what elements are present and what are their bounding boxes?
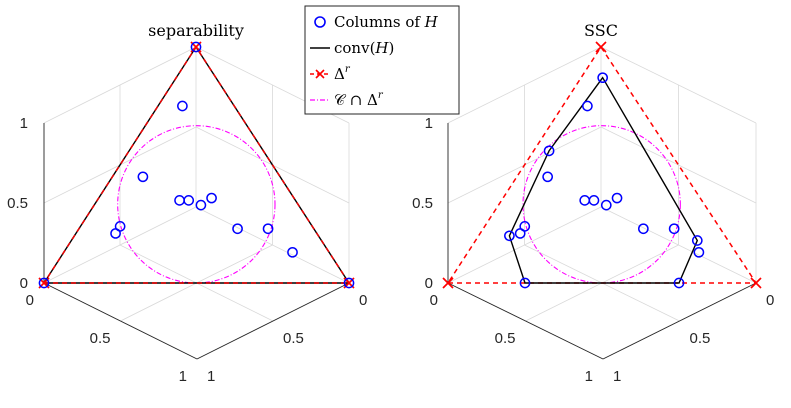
data-point — [582, 100, 593, 112]
legend-circle-glyph — [314, 16, 326, 28]
x-tick-label: 1 — [179, 368, 187, 385]
data-point — [287, 246, 298, 258]
y-tick-label: 0 — [359, 292, 367, 309]
y-tick-label: 0 — [766, 292, 774, 309]
y-axis-line — [602, 282, 757, 360]
x-axis-line — [43, 282, 198, 360]
data-point — [597, 72, 609, 84]
simplex-vertex-marker — [750, 277, 762, 289]
data-point — [195, 199, 207, 211]
z-tick-label: 0 — [20, 275, 28, 292]
data-point — [206, 192, 217, 204]
z-tick-label: 0.5 — [412, 195, 433, 212]
data-point — [579, 195, 591, 206]
x-tick-label: 1 — [585, 368, 593, 385]
legend-box — [304, 5, 460, 115]
data-point — [543, 145, 555, 157]
grid-line — [43, 206, 197, 284]
grid-line — [447, 206, 602, 284]
data-point — [504, 230, 515, 242]
data-point — [343, 277, 355, 289]
legend-label-conv: conv(H) — [334, 39, 394, 57]
data-point — [183, 195, 195, 206]
legend-label-simplex: Δr — [334, 64, 351, 83]
data-point — [691, 235, 703, 246]
panel-title: separability — [148, 21, 244, 40]
y-tick-label: 0.5 — [283, 330, 304, 347]
data-point — [262, 223, 274, 235]
y-axis-line — [196, 282, 350, 360]
x-tick-label: 0.5 — [495, 330, 516, 347]
convex-hull — [42, 45, 351, 284]
data-point — [190, 41, 202, 53]
data-point — [519, 221, 531, 232]
panel-title: SSC — [584, 21, 618, 40]
z-tick-label: 0 — [425, 275, 433, 292]
simplex-triangle — [42, 45, 351, 284]
legend-x-glyph — [315, 69, 325, 79]
simplex-vertex-marker — [442, 277, 454, 289]
data-point — [588, 195, 600, 206]
legend-entry-cone: 𝒞 ∩ Δr — [310, 90, 384, 109]
data-point — [611, 192, 623, 204]
data-point — [693, 246, 705, 258]
x-tick-label: 0.5 — [90, 330, 111, 347]
z-tick-label: 1 — [425, 115, 433, 132]
x-tick-label: 0 — [430, 292, 438, 309]
data-point — [38, 277, 50, 289]
legend-entry-columns: Columns of H — [314, 13, 439, 31]
legend-entry-simplex: Δr — [310, 64, 351, 83]
data-point — [668, 223, 680, 235]
data-point — [137, 171, 149, 183]
x-tick-label: 0 — [26, 292, 34, 309]
data-point — [600, 199, 612, 211]
z-tick-label: 0.5 — [7, 195, 28, 212]
y-tick-label: 1 — [207, 368, 215, 385]
simplex-triangle-overlay — [42, 45, 351, 284]
legend-entry-conv: conv(H) — [310, 39, 394, 57]
simplex-vertex-marker — [595, 41, 607, 53]
axes: 00 00.50.5 0.511 1 — [412, 115, 774, 385]
data-point — [542, 171, 554, 183]
data-point — [673, 277, 685, 289]
grid-line — [195, 206, 350, 284]
data-point — [232, 223, 243, 235]
y-tick-label: 0.5 — [690, 330, 711, 347]
z-tick-label: 1 — [20, 115, 28, 132]
data-point — [177, 100, 188, 112]
axes: 00 00.50.5 0.511 1 — [7, 115, 367, 385]
legend: Columns of H conv(H) Δr 𝒞 ∩ Δr — [304, 5, 460, 115]
data-point — [638, 223, 649, 235]
grid-line — [600, 206, 757, 284]
data-point — [114, 221, 126, 232]
legend-label-columns: Columns of H — [334, 13, 439, 31]
data-point — [519, 277, 531, 289]
convex-hull — [508, 76, 699, 284]
legend-label-cone: 𝒞 ∩ Δr — [334, 90, 384, 109]
x-axis-line — [447, 282, 604, 360]
y-tick-label: 1 — [613, 368, 621, 385]
data-point — [174, 195, 185, 206]
